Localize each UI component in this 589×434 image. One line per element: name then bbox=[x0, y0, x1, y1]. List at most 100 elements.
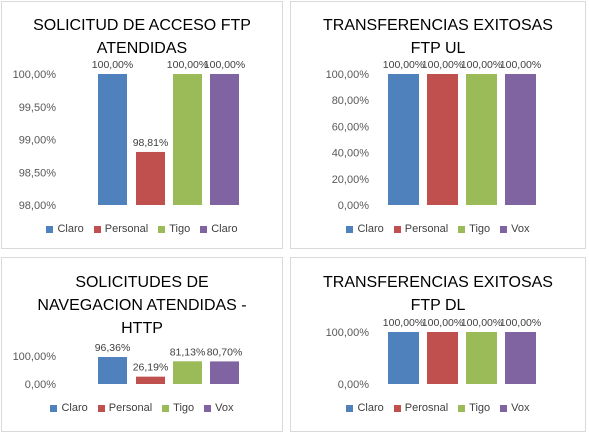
data-label: 100,00% bbox=[500, 59, 541, 71]
legend-swatch bbox=[97, 404, 105, 412]
y-tick-label: 99,50% bbox=[19, 102, 57, 114]
legend-label: Personal bbox=[104, 223, 149, 235]
legend-label: Claro bbox=[57, 223, 84, 235]
legend-label: Perosnal bbox=[404, 402, 449, 414]
data-label: 26,19% bbox=[133, 362, 169, 374]
data-label: 100,00% bbox=[167, 59, 208, 71]
legend-swatch bbox=[500, 404, 508, 412]
data-label: 100,00% bbox=[461, 59, 502, 71]
bar-chart-ftp-ul: 0,00%20,00%40,00%60,00%80,00%100,00%100,… bbox=[326, 59, 542, 212]
y-tick-label: 0,00% bbox=[25, 379, 56, 391]
legend-item: Claro bbox=[346, 223, 384, 235]
chart-title: SOLICITUDES DE NAVEGACION ATENDIDAS - HT… bbox=[37, 274, 247, 337]
y-tick-label: 40,00% bbox=[332, 148, 370, 160]
y-tick-label: 100,00% bbox=[13, 69, 57, 81]
legend-item: Personal bbox=[93, 223, 149, 235]
legend-item: Tigo bbox=[458, 402, 490, 414]
legend-item: Personal bbox=[393, 223, 449, 235]
chart-panel-acceso-ftp: SOLICITUD DE ACCESO FTP ATENDIDAS 98,00%… bbox=[1, 1, 283, 249]
legend-swatch bbox=[46, 225, 54, 233]
legend-label: Claro bbox=[357, 223, 384, 235]
chart-legend: Claro Perosnal Tigo Vox bbox=[291, 402, 585, 414]
legend-item: Claro bbox=[346, 402, 384, 414]
bar-claro bbox=[98, 357, 127, 384]
legend-item: Tigo bbox=[162, 402, 194, 414]
legend-swatch bbox=[458, 404, 466, 412]
legend-label: Claro bbox=[61, 402, 88, 414]
chart-panel-ftp-ul: TRANSFERENCIAS EXITOSAS FTP UL 0,00% 20,0… bbox=[290, 1, 586, 249]
legend-item: Claro bbox=[200, 223, 238, 235]
y-tick-label: 0,00% bbox=[338, 200, 369, 212]
data-label: 81,13% bbox=[170, 346, 206, 358]
bar-personal bbox=[136, 376, 165, 384]
legend-label: Claro bbox=[357, 402, 384, 414]
bar-chart-ftp-dl: 0,00%100,00%100,00%100,00%100,00%100,00% bbox=[326, 317, 542, 391]
bar-claro bbox=[210, 74, 239, 205]
data-label: 100,00% bbox=[461, 317, 502, 329]
chart-title: TRANSFERENCIAS EXITOSAS FTP UL bbox=[323, 17, 553, 57]
legend-item: Claro bbox=[46, 223, 84, 235]
y-tick-label: 20,00% bbox=[332, 174, 370, 186]
legend-swatch bbox=[93, 225, 101, 233]
data-label: 100,00% bbox=[422, 59, 463, 71]
legend-label: Tigo bbox=[469, 223, 491, 235]
bar-claro bbox=[388, 332, 419, 384]
bar-personal bbox=[136, 151, 165, 205]
legend-label: Vox bbox=[215, 402, 234, 414]
chart-legend: Claro Personal Tigo Vox bbox=[2, 402, 282, 414]
chart-title: SOLICITUD DE ACCESO FTP ATENDIDAS bbox=[33, 17, 251, 57]
legend-swatch bbox=[346, 404, 354, 412]
chart-title: TRANSFERENCIAS EXITOSAS FTP DL bbox=[323, 274, 553, 314]
legend-item: Vox bbox=[204, 402, 234, 414]
data-label: 100,00% bbox=[383, 59, 424, 71]
y-tick-label: 98,50% bbox=[19, 167, 57, 179]
y-tick-label: 80,00% bbox=[332, 95, 370, 107]
bar-tigo bbox=[173, 74, 202, 205]
bar-personal bbox=[427, 74, 458, 205]
y-tick-label: 100,00% bbox=[13, 351, 57, 363]
legend-swatch bbox=[50, 404, 58, 412]
legend-label: Personal bbox=[108, 402, 153, 414]
legend-swatch bbox=[158, 225, 166, 233]
data-label: 100,00% bbox=[92, 59, 133, 71]
bar-tigo bbox=[466, 332, 497, 384]
legend-item: Vox bbox=[500, 402, 530, 414]
legend-label: Claro bbox=[211, 223, 238, 235]
legend-item: Vox bbox=[500, 223, 530, 235]
legend-label: Personal bbox=[404, 223, 449, 235]
bar-vox bbox=[505, 74, 536, 205]
chart-panel-ftp-dl: TRANSFERENCIAS EXITOSAS FTP DL 0,00% 100,… bbox=[290, 257, 586, 432]
legend-item: Perosnal bbox=[393, 402, 449, 414]
bar-tigo bbox=[173, 361, 202, 384]
legend-swatch bbox=[162, 404, 170, 412]
bar-claro bbox=[388, 74, 419, 205]
y-tick-label: 99,00% bbox=[19, 135, 57, 147]
bar-perosnal bbox=[427, 332, 458, 384]
data-label: 100,00% bbox=[422, 317, 463, 329]
y-tick-label: 98,00% bbox=[19, 200, 57, 212]
legend-label: Vox bbox=[511, 223, 530, 235]
legend-item: Tigo bbox=[158, 223, 190, 235]
bar-chart-acceso-ftp: 98,00%98,50%99,00%99,50%100,00%100,00%98… bbox=[13, 59, 246, 212]
legend-swatch bbox=[204, 404, 212, 412]
bar-vox bbox=[505, 332, 536, 384]
legend-label: Tigo bbox=[469, 402, 491, 414]
y-tick-label: 0,00% bbox=[338, 379, 369, 391]
data-label: 100,00% bbox=[500, 317, 541, 329]
y-tick-label: 100,00% bbox=[326, 69, 370, 81]
legend-item: Tigo bbox=[458, 223, 490, 235]
chart-legend: Claro Personal Tigo Claro bbox=[2, 223, 282, 235]
y-tick-label: 100,00% bbox=[326, 327, 370, 339]
data-label: 100,00% bbox=[383, 317, 424, 329]
legend-swatch bbox=[458, 225, 466, 233]
bar-vox bbox=[210, 361, 239, 384]
legend-item: Claro bbox=[50, 402, 88, 414]
legend-label: Tigo bbox=[173, 402, 195, 414]
bar-claro bbox=[98, 74, 127, 205]
legend-label: Tigo bbox=[169, 223, 191, 235]
legend-swatch bbox=[393, 404, 401, 412]
bar-chart-navegacion-http: 0,00% 100,00% 96,36%26,19%81,13% 80,70% bbox=[13, 342, 243, 391]
y-tick-label: 60,00% bbox=[332, 121, 370, 133]
chart-panel-navegacion-http: SOLICITUDES DE NAVEGACION ATENDIDAS - HT… bbox=[1, 257, 283, 432]
legend-swatch bbox=[393, 225, 401, 233]
